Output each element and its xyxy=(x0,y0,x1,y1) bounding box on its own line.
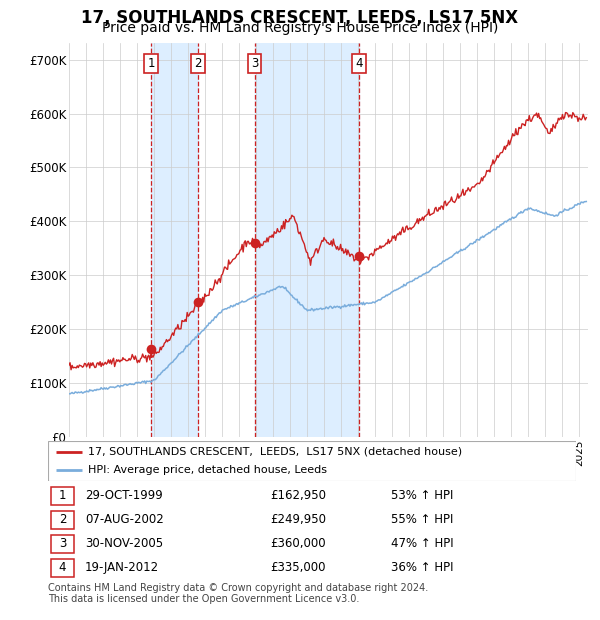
Text: 3: 3 xyxy=(251,57,259,70)
Bar xyxy=(50,559,74,577)
Bar xyxy=(254,43,359,437)
Text: Contains HM Land Registry data © Crown copyright and database right 2024.
This d: Contains HM Land Registry data © Crown c… xyxy=(48,583,428,604)
Text: £249,950: £249,950 xyxy=(270,513,326,526)
Text: £162,950: £162,950 xyxy=(270,489,326,502)
Text: 17, SOUTHLANDS CRESCENT,  LEEDS,  LS17 5NX (detached house): 17, SOUTHLANDS CRESCENT, LEEDS, LS17 5NX… xyxy=(88,447,462,457)
Text: 29-OCT-1999: 29-OCT-1999 xyxy=(85,489,163,502)
Bar xyxy=(151,43,198,437)
Text: 3: 3 xyxy=(59,537,66,550)
Text: 47% ↑ HPI: 47% ↑ HPI xyxy=(391,537,454,550)
Text: 19-JAN-2012: 19-JAN-2012 xyxy=(85,561,159,574)
Text: 2: 2 xyxy=(59,513,66,526)
Text: 53% ↑ HPI: 53% ↑ HPI xyxy=(391,489,454,502)
Text: 30-NOV-2005: 30-NOV-2005 xyxy=(85,537,163,550)
Text: Price paid vs. HM Land Registry's House Price Index (HPI): Price paid vs. HM Land Registry's House … xyxy=(102,21,498,35)
Text: 1: 1 xyxy=(59,489,66,502)
Text: 55% ↑ HPI: 55% ↑ HPI xyxy=(391,513,454,526)
Text: 17, SOUTHLANDS CRESCENT, LEEDS, LS17 5NX: 17, SOUTHLANDS CRESCENT, LEEDS, LS17 5NX xyxy=(82,9,518,27)
Text: HPI: Average price, detached house, Leeds: HPI: Average price, detached house, Leed… xyxy=(88,465,326,475)
Text: £335,000: £335,000 xyxy=(270,561,325,574)
Text: 4: 4 xyxy=(59,561,66,574)
Text: 4: 4 xyxy=(355,57,363,70)
Text: 2: 2 xyxy=(194,57,202,70)
Text: 1: 1 xyxy=(148,57,155,70)
Bar xyxy=(50,487,74,505)
Bar xyxy=(50,535,74,553)
Text: 07-AUG-2002: 07-AUG-2002 xyxy=(85,513,164,526)
Text: 36% ↑ HPI: 36% ↑ HPI xyxy=(391,561,454,574)
Text: £360,000: £360,000 xyxy=(270,537,325,550)
Bar xyxy=(50,511,74,529)
